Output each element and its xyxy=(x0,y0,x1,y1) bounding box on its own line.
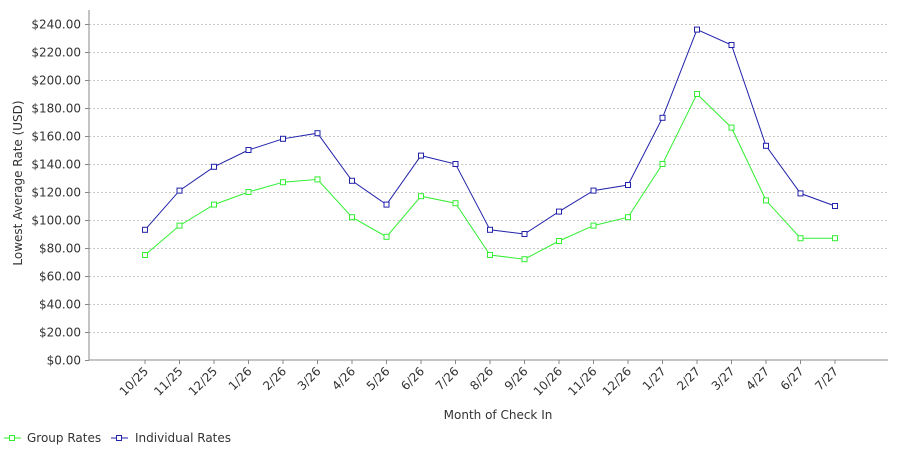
y-tick-label: $80.00 xyxy=(39,242,81,256)
y-tick-label: $180.00 xyxy=(31,102,81,116)
data-point xyxy=(487,252,493,258)
x-tick-label: 11/26 xyxy=(565,364,599,398)
y-tick-label: $200.00 xyxy=(31,74,81,88)
legend: Group Rates Individual Rates xyxy=(4,431,231,445)
series-line-group-rates xyxy=(144,93,835,260)
data-point xyxy=(245,189,252,195)
x-tick-label: 3/26 xyxy=(295,364,324,393)
y-tick-label: $40.00 xyxy=(39,298,81,312)
data-point xyxy=(245,147,252,153)
data-point xyxy=(625,214,631,221)
data-point xyxy=(452,200,459,207)
y-tick-label: $60.00 xyxy=(39,270,81,284)
y-tick-label: $220.00 xyxy=(31,46,81,60)
data-point xyxy=(176,187,183,194)
x-tick-label: 3/27 xyxy=(709,364,738,393)
data-point xyxy=(211,201,217,208)
data-point xyxy=(487,226,493,233)
data-point xyxy=(349,214,355,221)
x-tick-label: 1/26 xyxy=(226,364,255,393)
data-point xyxy=(280,179,286,186)
x-tick-label: 7/27 xyxy=(812,364,841,393)
x-tick-label: 1/27 xyxy=(640,364,669,393)
x-tick-label: 2/27 xyxy=(674,364,703,393)
x-tick-label: 4/26 xyxy=(329,364,358,393)
y-tick-label: $0.00 xyxy=(47,354,81,368)
data-point xyxy=(556,208,562,215)
data-point xyxy=(452,161,459,167)
data-point xyxy=(797,190,804,197)
x-tick-label: 7/26 xyxy=(433,364,462,393)
data-point xyxy=(694,91,700,97)
x-axis-title: Month of Check In xyxy=(444,408,553,422)
data-point xyxy=(521,231,528,237)
x-tick-label: 9/26 xyxy=(502,364,531,393)
data-point xyxy=(383,201,390,208)
data-point xyxy=(728,42,735,48)
data-point xyxy=(211,163,217,170)
data-point xyxy=(728,124,735,131)
x-tick-label: 12/25 xyxy=(186,364,220,398)
x-tick-label: 11/25 xyxy=(151,364,185,398)
legend-label-group-rates: Group Rates xyxy=(27,431,101,445)
x-tick-label: 12/26 xyxy=(600,364,634,398)
data-point xyxy=(659,114,666,121)
data-point xyxy=(590,187,597,194)
data-point xyxy=(625,182,631,188)
x-tick-label: 10/25 xyxy=(117,364,151,398)
series-group-rates xyxy=(142,91,838,263)
data-point xyxy=(556,238,562,244)
data-point xyxy=(314,130,321,137)
x-tick-label: 5/26 xyxy=(364,364,393,393)
series-individual-rates xyxy=(142,26,838,237)
y-tick-label: $20.00 xyxy=(39,326,81,340)
y-tick-label: $140.00 xyxy=(31,158,81,172)
legend-marker-group-rates xyxy=(9,435,15,441)
series-line-individual-rates xyxy=(144,28,836,235)
data-point xyxy=(418,152,424,159)
grid xyxy=(89,24,888,333)
x-tick-label: 4/27 xyxy=(743,364,772,393)
data-point xyxy=(280,135,286,142)
axes xyxy=(88,10,888,361)
data-point xyxy=(659,161,666,167)
legend-item-group-rates: Group Rates xyxy=(4,431,101,445)
x-tick-label: 6/27 xyxy=(778,364,807,393)
y-tick-label: $120.00 xyxy=(31,186,81,200)
data-point xyxy=(142,226,148,233)
y-tick-label: $160.00 xyxy=(31,130,81,144)
data-point xyxy=(797,235,804,242)
y-tick-label: $100.00 xyxy=(31,214,81,228)
data-point xyxy=(314,176,321,183)
legend-label-individual-rates: Individual Rates xyxy=(135,431,231,445)
data-point xyxy=(142,252,148,258)
x-tick-label: 2/26 xyxy=(260,364,289,393)
x-tick-labels: 10/25 11/25 12/25 1/26 2/26 3/26 4/26 5/26 6/26 7… xyxy=(117,360,841,399)
y-axis-title: Lowest Average Rate (USD) xyxy=(11,100,25,265)
data-point xyxy=(521,256,528,263)
data-point xyxy=(418,193,424,200)
y-tick-label: $240.00 xyxy=(31,18,81,32)
data-point xyxy=(694,26,700,33)
x-tick-label: 6/26 xyxy=(398,364,427,393)
data-point xyxy=(832,235,838,242)
legend-marker-individual-rates xyxy=(116,435,122,441)
series xyxy=(142,26,838,263)
data-point xyxy=(176,222,183,229)
legend-item-individual-rates: Individual Rates xyxy=(111,431,231,445)
x-tick-label: 10/26 xyxy=(531,364,565,398)
y-tick-labels: $0.00 $20.00 $40.00 $60.00 $80.00 $100.00 $120… xyxy=(31,18,89,368)
data-point xyxy=(763,142,769,149)
data-point xyxy=(590,222,597,229)
data-point xyxy=(832,203,838,209)
data-point xyxy=(763,197,769,204)
data-point xyxy=(349,177,355,184)
x-tick-label: 8/26 xyxy=(467,364,496,393)
data-point xyxy=(383,233,390,240)
